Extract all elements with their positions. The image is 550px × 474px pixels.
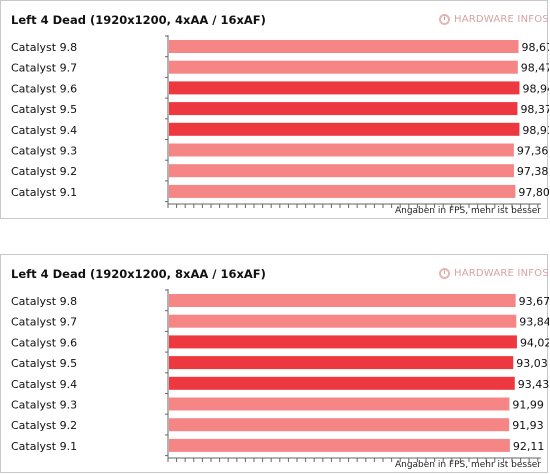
data-label: 97,36 [517, 145, 549, 158]
chart-footer-note: Angaben in FPS, mehr ist besser [394, 206, 541, 216]
category-label: Catalyst 9.3 [11, 145, 77, 158]
category-label: Catalyst 9.7 [11, 62, 77, 75]
data-label: 98,94 [522, 82, 549, 95]
category-label: Catalyst 9.2 [11, 165, 77, 178]
bar [169, 376, 515, 390]
category-label: Catalyst 9.1 [11, 440, 77, 453]
hardwareinfos-logo-icon: i [439, 267, 450, 279]
data-label: 97,80 [518, 186, 549, 199]
category-label: Catalyst 9.5 [11, 357, 77, 370]
chart-panel-4xaa: Left 4 Dead (1920x1200, 4xAA / 16xAF) i … [0, 0, 549, 219]
bar [169, 40, 519, 53]
data-label: 98,93 [522, 124, 549, 137]
bar [169, 122, 520, 136]
bar [169, 102, 518, 116]
data-label: 93,84 [519, 316, 549, 329]
chart-footer-note: Angaben in FPS, mehr ist besser [394, 460, 541, 470]
bar [169, 81, 520, 95]
bar [169, 335, 517, 349]
data-label: 91,93 [512, 419, 544, 432]
data-label: 94,02 [520, 336, 549, 349]
category-label: Catalyst 9.6 [11, 82, 77, 95]
category-label: Catalyst 9.4 [11, 124, 77, 137]
hardwareinfos-logo-icon: i [439, 13, 450, 25]
data-label: 92,11 [513, 440, 545, 453]
data-label: 91,99 [512, 399, 544, 412]
bar [169, 418, 510, 432]
category-label: Catalyst 9.3 [11, 399, 77, 412]
hardwareinfos-logo: i HARDWARE INFOS [439, 12, 549, 26]
category-label: Catalyst 9.2 [11, 419, 77, 432]
chart-title: Left 4 Dead (1920x1200, 8xAA / 16xAF) [11, 267, 266, 281]
bar [169, 164, 514, 178]
bar [169, 294, 516, 307]
category-label: Catalyst 9.5 [11, 103, 77, 116]
chart-panel-8xaa: Left 4 Dead (1920x1200, 8xAA / 16xAF) i … [0, 254, 549, 473]
data-label: 93,03 [516, 357, 548, 370]
data-label: 98,47 [521, 62, 549, 75]
data-label: 93,43 [518, 378, 549, 391]
bar [169, 60, 518, 74]
bar-chart-4xaa: Catalyst 9.8 98,67 Catalyst 9.7 98,47 Cataly… [11, 35, 549, 208]
data-label: 98,37 [520, 103, 549, 116]
bar [169, 438, 510, 452]
data-label: 97,38 [517, 165, 549, 178]
chart-title: Left 4 Dead (1920x1200, 4xAA / 16xAF) [11, 13, 266, 27]
bar [169, 314, 517, 328]
category-label: Catalyst 9.6 [11, 336, 77, 349]
category-label: Catalyst 9.7 [11, 316, 77, 329]
data-label: 93,67 [519, 295, 549, 308]
bar [169, 143, 514, 157]
category-label: Catalyst 9.1 [11, 186, 77, 199]
data-label: 98,67 [522, 41, 549, 54]
category-label: Catalyst 9.4 [11, 378, 77, 391]
category-label: Catalyst 9.8 [11, 295, 77, 308]
logo-text: HARDWARE INFOS [454, 267, 549, 279]
bar [169, 356, 514, 370]
bar-chart-8xaa: Catalyst 9.8 93,67 Catalyst 9.7 93,84 Cataly… [11, 289, 549, 462]
bar [169, 184, 516, 198]
bar [169, 397, 510, 411]
category-label: Catalyst 9.8 [11, 41, 77, 54]
logo-text: HARDWARE INFOS [454, 13, 549, 25]
hardwareinfos-logo: i HARDWARE INFOS [439, 266, 549, 280]
